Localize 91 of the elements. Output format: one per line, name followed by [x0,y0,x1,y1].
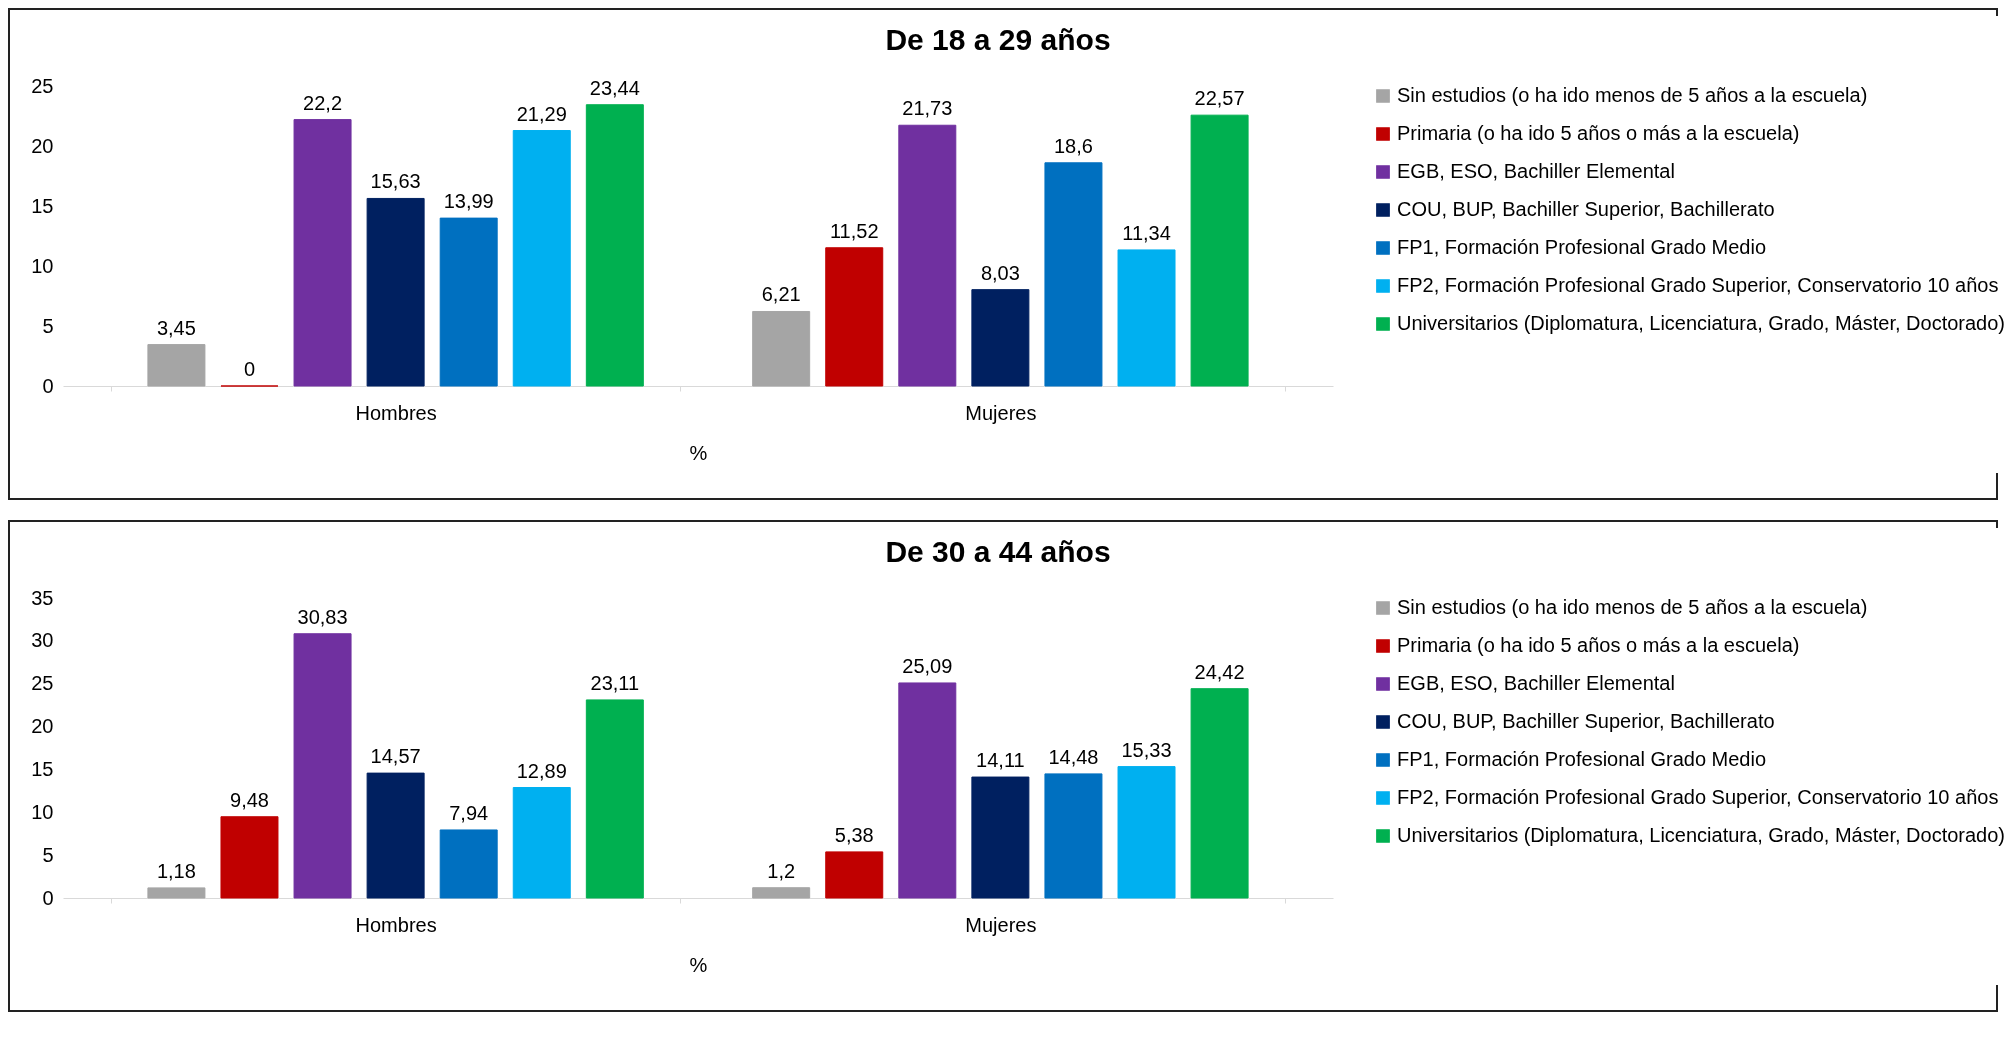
data-label: 30,83 [297,605,348,628]
bar [971,776,1030,899]
data-label: 14,11 [976,749,1025,772]
bar [293,633,352,899]
x-tick-label: Mujeres [965,913,1037,936]
bar [439,217,498,387]
legend-label: Primaria (o ha ido 5 años o más a la escuela) [1397,122,1800,144]
data-label: 11,34 [1122,221,1171,244]
bar [366,772,425,899]
bar [220,816,279,899]
bar [512,787,571,899]
x-axis-title: % [689,441,708,464]
legend-label: Sin estudios (o ha ido menos de 5 años a la escuela) [1397,84,1868,106]
data-label: 25,09 [902,654,953,677]
y-tick-label: 0 [42,886,54,909]
y-tick-label: 10 [31,800,54,823]
bar [512,130,571,387]
bar [898,682,957,899]
bar [293,119,352,387]
data-label: 22,2 [303,91,343,114]
legend-label: EGB, ESO, Bachiller Elemental [1397,160,1675,182]
legend-label: Universitarios (Diplomatura, Licenciatura, Grado, Máster, Doctorado) [1397,824,2006,846]
data-label: 1,18 [156,859,196,882]
y-tick-label: 20 [31,715,54,738]
data-label: 23,11 [590,671,640,694]
legend-label: COU, BUP, Bachiller Superior, Bachillerato [1397,198,1775,220]
bar [439,829,498,899]
data-label: 7,94 [449,801,489,824]
bar [366,197,425,387]
data-label: 9,48 [230,788,269,811]
legend-label: Universitarios (Diplomatura, Licenciatura, Grado, Máster, Doctorado) [1397,312,2006,334]
data-label: 0 [243,358,256,380]
data-label: 14,48 [1048,745,1099,768]
bar [825,247,884,387]
x-tick-label: Hombres [355,401,437,424]
bar [1190,688,1249,899]
data-label: 3,45 [156,316,196,339]
bar [585,104,644,387]
data-label: 11,52 [829,219,879,242]
bar [971,289,1030,387]
y-tick-label: 30 [31,629,54,652]
legend-label: COU, BUP, Bachiller Superior, Bachillerato [1397,710,1775,732]
bar [147,887,206,899]
legend-label: FP1, Formación Profesional Grado Medio [1397,748,1767,770]
x-axis-title: % [689,953,708,976]
y-tick-label: 25 [31,74,54,97]
legend-label: Primaria (o ha ido 5 años o más a la escuela) [1397,634,1800,656]
data-label: 15,33 [1121,738,1172,761]
bar [147,344,206,387]
bar [1044,773,1103,899]
y-tick-label: 25 [31,672,54,695]
chart-title: De 18 a 29 años [885,23,1111,56]
bar [585,699,644,899]
legend-label: FP1, Formación Profesional Grado Medio [1397,236,1767,258]
x-tick-label: Mujeres [965,401,1037,424]
data-label: 21,29 [516,102,567,125]
y-tick-label: 35 [31,586,54,609]
data-label: 21,73 [902,97,953,120]
legend-label: Sin estudios (o ha ido menos de 5 años a la escuela) [1397,596,1868,618]
bar [825,851,884,899]
legend-label: EGB, ESO, Bachiller Elemental [1397,672,1675,694]
bar [898,124,957,387]
y-tick-label: 15 [31,194,54,217]
bar [752,887,811,899]
chart-title: De 30 a 44 años [885,535,1111,568]
data-label: 14,57 [370,745,421,768]
data-label: 15,63 [370,170,421,193]
data-label: 12,89 [516,759,567,782]
y-tick-label: 5 [42,843,54,866]
y-tick-label: 20 [31,134,54,157]
legend-label: FP2, Formación Profesional Grado Superior, Conservatorio 10 años [1397,274,1999,296]
data-label: 8,03 [980,261,1020,284]
data-label: 6,21 [761,283,801,306]
x-tick-label: Hombres [355,913,437,936]
data-label: 1,2 [767,859,796,882]
data-label: 23,44 [589,76,640,99]
data-label: 22,57 [1194,87,1245,110]
y-tick-label: 15 [31,757,54,780]
data-label: 5,38 [834,823,874,846]
bar [1117,766,1176,899]
data-label: 13,99 [443,190,494,213]
y-tick-label: 10 [31,254,54,277]
y-tick-label: 5 [42,314,54,337]
legend-label: FP2, Formación Profesional Grado Superior, Conservatorio 10 años [1397,786,1999,808]
bar [1044,162,1103,387]
data-label: 24,42 [1194,660,1245,683]
y-tick-label: 0 [42,374,54,397]
bar [1117,249,1176,387]
data-label: 18,6 [1053,134,1093,157]
bar [1190,114,1249,387]
bar [752,310,811,387]
